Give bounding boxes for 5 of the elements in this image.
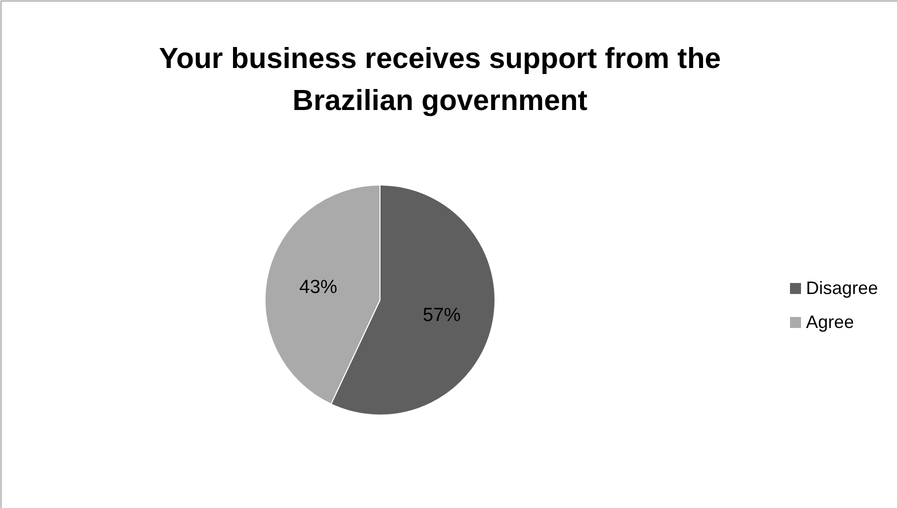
data-label: 43% — [299, 277, 338, 298]
legend-label: Agree — [806, 312, 854, 332]
chart-title: Your business receives support from the Brazilian government — [159, 43, 721, 117]
data-label: 57% — [422, 304, 461, 326]
legend-label: Disagree — [806, 278, 878, 298]
